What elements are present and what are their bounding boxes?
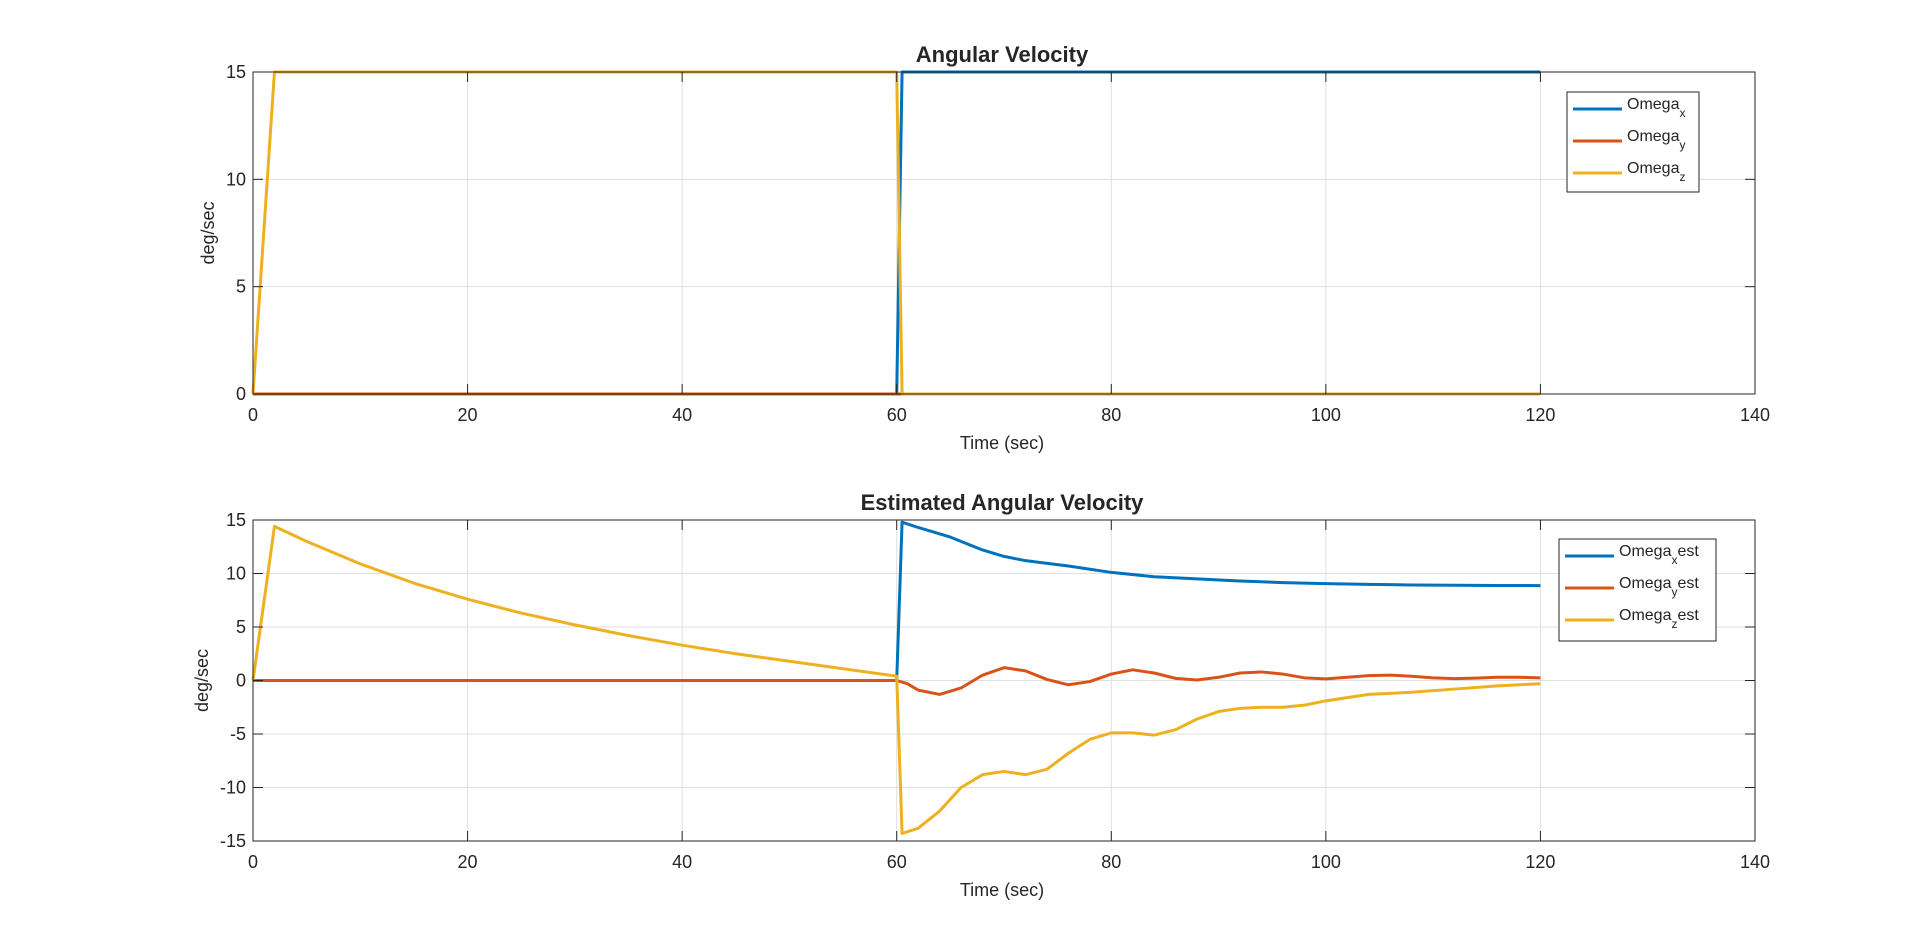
legend-label-name: Omega [1619, 575, 1672, 592]
x-tick-label: 60 [887, 405, 907, 425]
series-line-omega-y-est [253, 666, 1541, 696]
legend-label-subscript: z [1679, 170, 1685, 184]
x-tick-label: 60 [887, 852, 907, 872]
x-tick-label: 140 [1740, 405, 1770, 425]
chart-title: Angular Velocity [916, 42, 1089, 67]
legend-label-suffix: est [1677, 543, 1699, 560]
x-tick-label: 40 [672, 852, 692, 872]
x-tick-label: 20 [458, 405, 478, 425]
estimated-angular-velocity-plot: 0 20 40 60 80 100 120 140 -15 -10 -5 0 5 10 15 Estimate… [192, 490, 1770, 900]
legend-label-subscript: y [1679, 138, 1685, 152]
y-axis-label: deg/sec [198, 201, 218, 264]
y-tick-label: -15 [220, 831, 246, 851]
y-tick-label: 15 [226, 62, 246, 82]
x-tick-label: 40 [672, 405, 692, 425]
legend-label-subscript: x [1671, 553, 1677, 567]
x-tick-label: 140 [1740, 852, 1770, 872]
x-tick-label: 0 [248, 405, 258, 425]
legend-item: Omegay [1573, 128, 1685, 152]
legend-label: Omegaxest [1619, 543, 1699, 567]
x-tick-label: 0 [248, 852, 258, 872]
x-tick-label: 80 [1101, 852, 1121, 872]
y-tick-label: 5 [236, 617, 246, 637]
axes-background [253, 72, 1755, 394]
legend-label: Omegazest [1619, 607, 1699, 631]
legend-item: Omegaxest [1565, 543, 1699, 567]
legend-label-name: Omega [1619, 543, 1672, 560]
y-tick-label: 10 [226, 564, 246, 584]
legend-label-name: Omega [1627, 96, 1680, 113]
legend-item: Omegaz [1573, 160, 1685, 184]
y-tick-label: -5 [230, 724, 246, 744]
legend-label-name: Omega [1627, 160, 1680, 177]
legend-label: Omegax [1627, 96, 1685, 120]
legend-item: Omegayest [1565, 575, 1699, 599]
angular-velocity-plot: 0 20 40 60 80 100 120 140 0 5 10 15 Angular Velocity… [198, 42, 1770, 453]
axes-box [252, 71, 1756, 395]
x-tick-label: 100 [1311, 405, 1341, 425]
legend-label-subscript: x [1679, 106, 1685, 120]
y-tick-label: 0 [236, 384, 246, 404]
legend-label-suffix: est [1677, 607, 1699, 624]
legend-label: Omegaz [1627, 160, 1685, 184]
y-tick-label: 5 [236, 277, 246, 297]
y-axis-label: deg/sec [192, 649, 212, 712]
x-tick-label: 120 [1525, 405, 1555, 425]
y-tick-label: 0 [236, 671, 246, 691]
x-axis-label: Time (sec) [960, 433, 1044, 453]
series-line-omega-z-est [251, 524, 1541, 836]
y-tick-label: 15 [226, 510, 246, 530]
legend-label: Omegay [1627, 128, 1685, 152]
x-tick-label: 100 [1311, 852, 1341, 872]
x-tick-label: 120 [1525, 852, 1555, 872]
legend-item: Omegax [1573, 96, 1685, 120]
x-tick-label: 80 [1101, 405, 1121, 425]
x-axis-label: Time (sec) [960, 880, 1044, 900]
y-tick-label: 10 [226, 169, 246, 189]
x-tick-label: 20 [458, 852, 478, 872]
legend-label-suffix: est [1677, 575, 1699, 592]
legend-label-subscript: y [1671, 585, 1677, 599]
legend-label: Omegayest [1619, 575, 1699, 599]
legend-item: Omegazest [1565, 607, 1699, 631]
legend-label-name: Omega [1619, 607, 1672, 624]
series-line-omega-x-est [253, 520, 1541, 682]
legend-label-name: Omega [1627, 128, 1680, 145]
chart-title: Estimated Angular Velocity [861, 490, 1145, 515]
legend-label-subscript: z [1671, 617, 1677, 631]
y-tick-label: -10 [220, 778, 246, 798]
